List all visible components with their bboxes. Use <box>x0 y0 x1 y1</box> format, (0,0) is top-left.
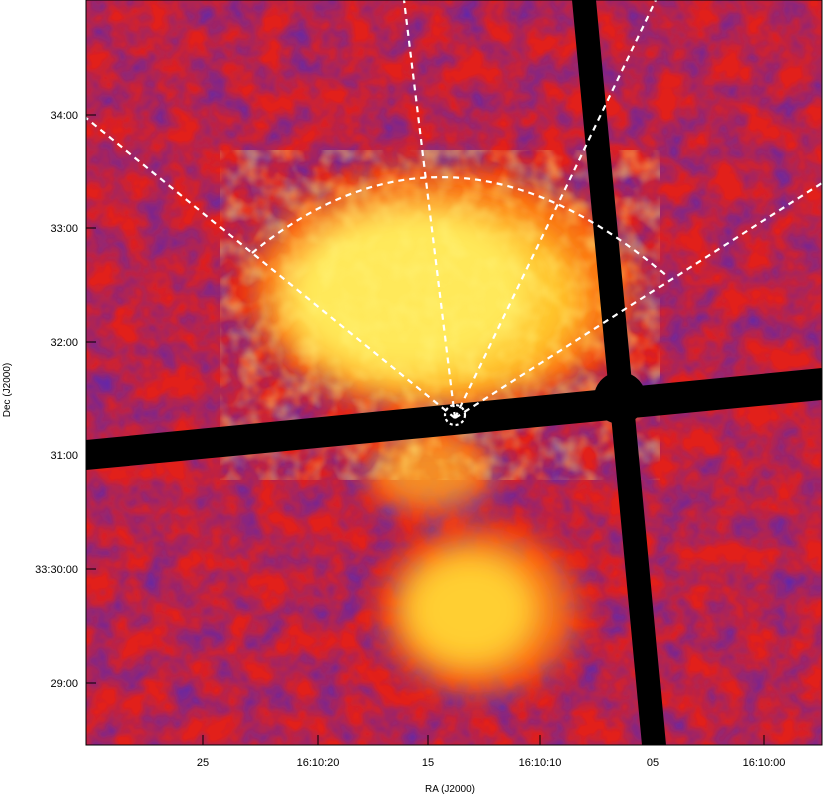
y-tick-label: 32:00 <box>50 337 78 349</box>
plot-frame <box>85 0 823 746</box>
streak-intersection <box>594 372 646 424</box>
y-ticks <box>86 114 96 684</box>
sector-line-1 <box>86 117 456 419</box>
y-tick-label: 29:00 <box>50 678 78 690</box>
sector-arc <box>251 176 669 278</box>
y-tick-label: 34:00 <box>50 110 78 122</box>
x-tick-label: 05 <box>647 757 659 769</box>
image-panel <box>86 0 822 745</box>
sector-overlay <box>86 0 822 427</box>
sector-line-4 <box>454 182 822 419</box>
x-tick-label: 16:10:10 <box>519 757 562 769</box>
sector-line-2 <box>402 0 457 419</box>
x-tick-label: 15 <box>422 757 434 769</box>
y-tick-label: 31:00 <box>50 450 78 462</box>
x-tick-label: 25 <box>197 757 209 769</box>
x-tick-label: 16:10:00 <box>743 757 786 769</box>
y-tick-label: 33:30:00 <box>35 564 78 576</box>
y-axis-title: Dec (J2000) <box>2 363 13 417</box>
x-tick-label: 16:10:20 <box>297 757 340 769</box>
x-axis-title: RA (J2000) <box>425 784 475 795</box>
sector-center <box>443 403 467 427</box>
y-tick-label: 33:00 <box>50 223 78 235</box>
sector-line-3 <box>454 0 657 419</box>
readout-streaks <box>86 0 822 745</box>
x-ticks <box>202 735 765 745</box>
